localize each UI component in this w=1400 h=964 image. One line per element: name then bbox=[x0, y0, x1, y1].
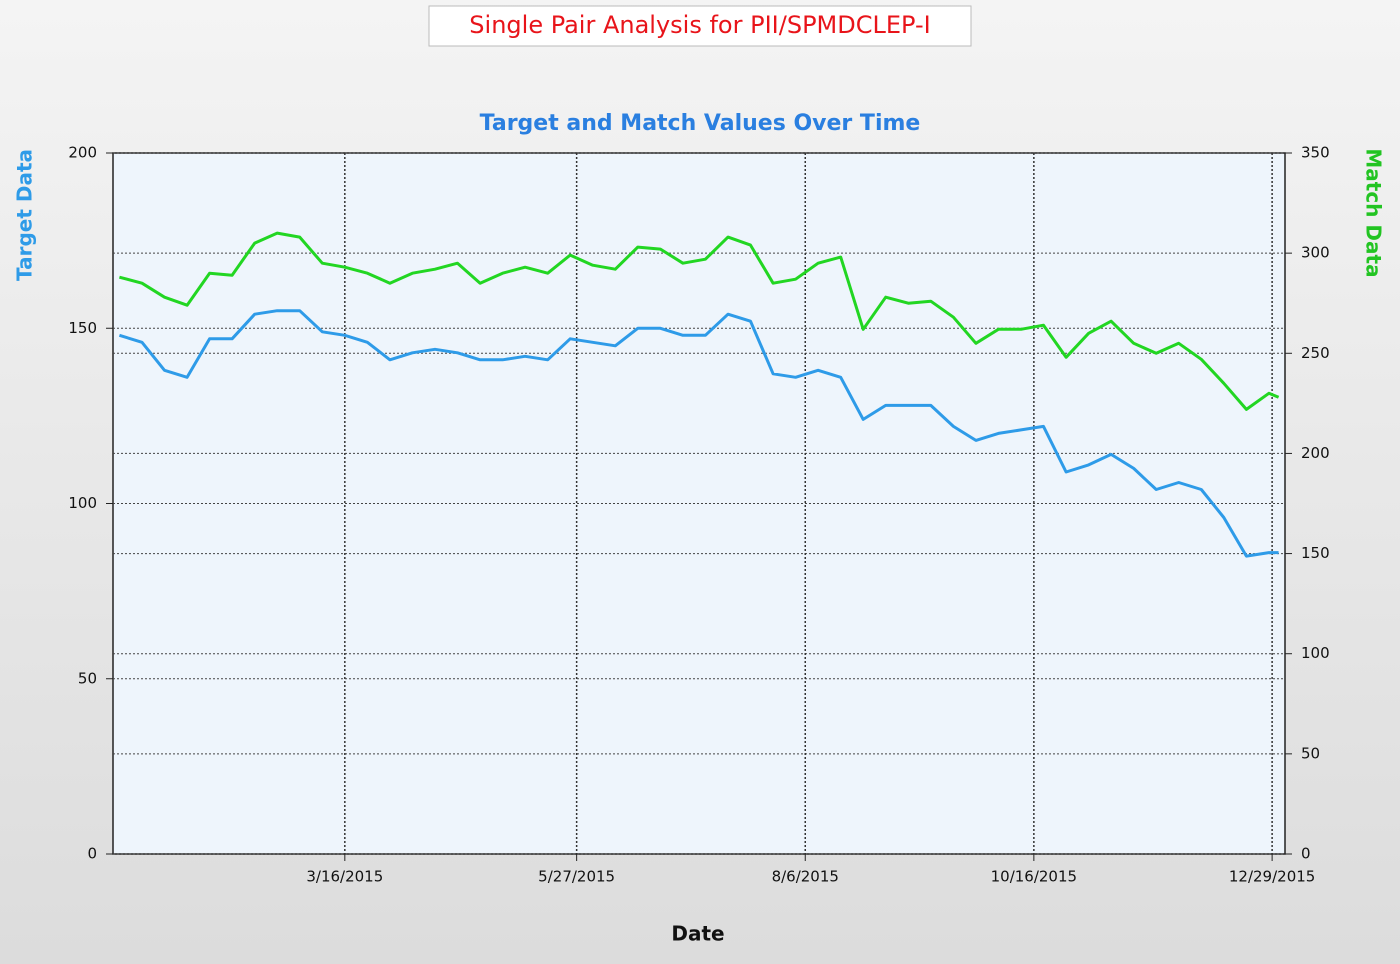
chart-title: Single Pair Analysis for PII/SPMDCLEP-I bbox=[469, 11, 930, 39]
y2-tick-label: 250 bbox=[1301, 344, 1330, 362]
x-tick-label: 3/16/2015 bbox=[306, 868, 383, 886]
y2-tick-label: 200 bbox=[1301, 444, 1330, 462]
x-tick-label: 8/6/2015 bbox=[772, 868, 839, 886]
x-tick-label: 10/16/2015 bbox=[991, 868, 1077, 886]
data-line bbox=[119, 231, 1280, 411]
data-line bbox=[118, 309, 1279, 558]
y-tick-label: 200 bbox=[68, 144, 97, 162]
x-tick-label: 12/29/2015 bbox=[1229, 868, 1315, 886]
x-axis-label: Date bbox=[671, 922, 724, 946]
title-box bbox=[428, 5, 972, 47]
y2-axis-label: Match Data bbox=[1362, 148, 1386, 277]
y2-tick-label: 150 bbox=[1301, 544, 1330, 562]
y-tick-label: 100 bbox=[68, 494, 97, 512]
y-tick-label: 50 bbox=[78, 669, 97, 687]
y2-tick-label: 100 bbox=[1301, 644, 1330, 662]
y-tick-label: 150 bbox=[68, 319, 97, 337]
chart-subtitle: Target and Match Values Over Time bbox=[480, 111, 921, 136]
y-tick-label: 0 bbox=[87, 845, 97, 863]
y2-tick-label: 0 bbox=[1301, 845, 1311, 863]
x-tick-label: 5/27/2015 bbox=[538, 868, 615, 886]
y2-tick-label: 50 bbox=[1301, 744, 1320, 762]
y2-tick-label: 300 bbox=[1301, 244, 1330, 262]
y2-tick-label: 350 bbox=[1301, 144, 1330, 162]
y-axis-label: Target Data bbox=[13, 149, 37, 281]
